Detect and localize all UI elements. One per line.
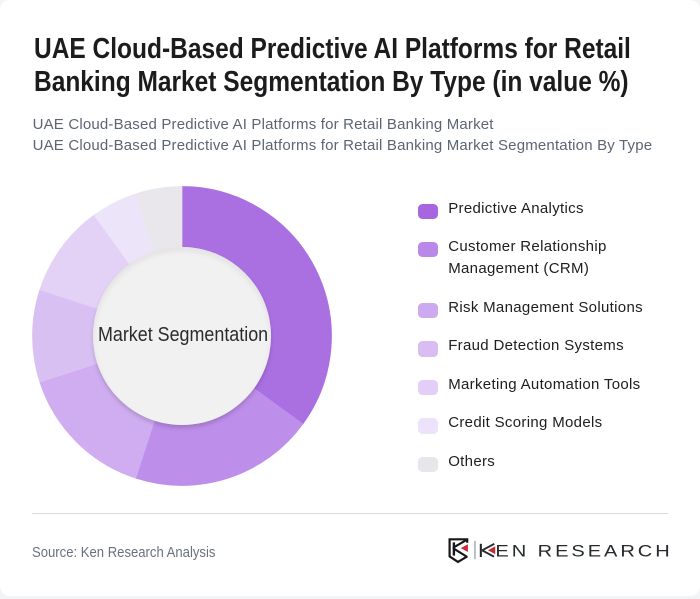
- svg-text:EN RESEARCH: EN RESEARCH: [495, 541, 672, 560]
